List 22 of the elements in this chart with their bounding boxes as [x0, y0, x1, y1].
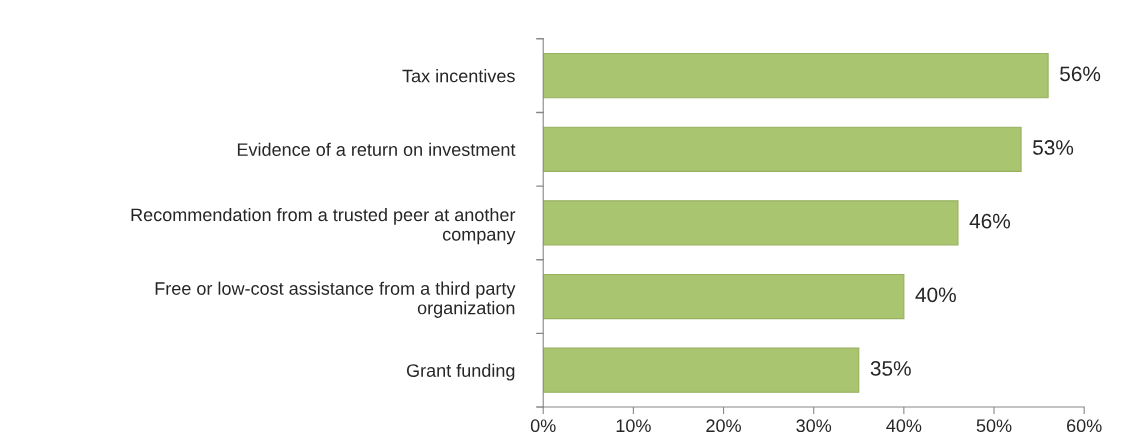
bar [543, 200, 959, 246]
y-tick-label: Tax incentives [402, 69, 515, 83]
y-tick-label: Grant funding [406, 363, 515, 381]
bar [543, 273, 905, 320]
data-label: 46% [969, 213, 1011, 229]
y-tick-label: Free or low-cost assistance from a third party organization [155, 281, 516, 318]
y-tick-label: Evidence of a return on investment [237, 142, 516, 156]
x-tick-label: 0% [530, 419, 556, 433]
x-tick-label: 20% [706, 419, 741, 433]
x-tick-label: 10% [616, 419, 651, 433]
data-label: 40% [915, 287, 956, 303]
x-tick-label: 50% [976, 419, 1012, 433]
x-tick-label: 60% [1067, 419, 1102, 433]
bar [543, 52, 1049, 99]
y-tick-label: Recommendation from a trusted peer at another company [131, 207, 516, 245]
data-label: 56% [1060, 66, 1101, 82]
bar [543, 126, 1022, 172]
x-tick-label: 30% [796, 419, 832, 433]
data-label: 35% [870, 361, 911, 376]
data-label: 53% [1033, 140, 1074, 155]
bar [543, 347, 860, 393]
x-tick-label: 40% [886, 419, 922, 433]
